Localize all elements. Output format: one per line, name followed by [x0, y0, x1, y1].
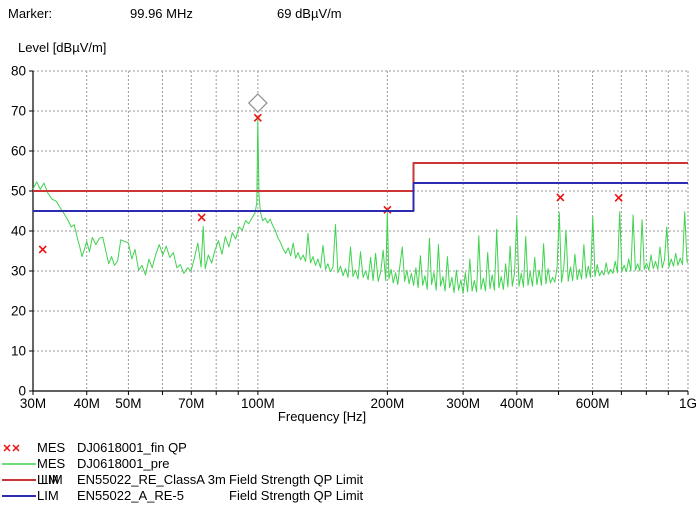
x-tick-label: 300M: [446, 396, 480, 411]
chart-canvas: 0 10 20 30 40 50 60 70 80 30M 40M 50M 70M 100M 200M 300…: [11, 64, 697, 412]
marker-frequency-value: 99.96 MHz: [130, 6, 193, 21]
legend-trace-description: Field Strength QP Limit: [229, 472, 364, 487]
legend-x-glyph: [3, 444, 11, 452]
legend-line-swatch: [2, 479, 36, 481]
legend-kind-tag: LIM: [37, 472, 59, 487]
x-tick-label: 40M: [74, 396, 100, 411]
x-tick-label: 200M: [370, 396, 404, 411]
y-tick-label: 10: [11, 344, 26, 359]
x-tick-label: 50M: [115, 396, 141, 411]
x-tick-label: 400M: [500, 396, 534, 411]
x-axis-title: Frequency [Hz]: [277, 409, 367, 424]
legend-kind-tag: MES: [37, 440, 66, 455]
legend-trace-name: EN55022_RE_ClassA 3m: [77, 472, 226, 487]
fin-qp-marker-x: [38, 245, 47, 254]
legend-row: LIM LIM EN55022_RE_ClassA 3m Field Strength…: [0, 472, 430, 488]
legend-kind-tag: MES: [37, 456, 66, 471]
y-tick-label: 40: [11, 224, 26, 239]
y-tick-label: 80: [11, 64, 26, 79]
legend-row: MES DJ0618001_fin QP: [0, 440, 430, 456]
legend-kind-tag: LIM: [37, 488, 59, 503]
x-tick-label: 600M: [576, 396, 610, 411]
legend-row: LIM EN55022_A_RE-5 Field Strength QP Limit: [0, 488, 430, 504]
fin-qp-marker-x: [253, 113, 262, 122]
x-tick-label: 70M: [178, 396, 204, 411]
legend-trace-description: Field Strength QP Limit: [229, 488, 364, 503]
x-tick-label: 1G: [679, 396, 697, 411]
legend: MES DJ0618001_fin QP MES DJ0618001_pre LIM LI…: [0, 440, 450, 506]
pre-scan-trace: [32, 118, 689, 294]
fin-qp-marker-x: [614, 193, 623, 202]
y-tick-label: 30: [11, 264, 26, 279]
limit-classa-3m: [33, 162, 688, 192]
legend-line-swatch: [2, 495, 36, 497]
fin-qp-marker-x: [383, 205, 392, 214]
legend-x-markers-swatch: [3, 444, 20, 452]
y-tick-label: 70: [11, 104, 26, 119]
legend-trace-name: DJ0618001_fin QP: [77, 440, 187, 455]
y-axis-title: Level [dBµV/m]: [18, 40, 107, 55]
legend-row: MES DJ0618001_pre: [0, 456, 430, 472]
legend-trace-name: DJ0618001_pre: [77, 456, 170, 471]
legend-x-glyph: [12, 444, 20, 452]
marker-readout-label: Marker:: [8, 6, 53, 21]
y-tick-label: 0: [18, 384, 26, 399]
y-tick-label: 60: [11, 144, 26, 159]
legend-line-swatch: [2, 463, 36, 465]
y-tick-label: 20: [11, 304, 26, 319]
marker-diamond[interactable]: [247, 93, 268, 113]
legend-trace-name: EN55022_A_RE-5: [77, 488, 184, 503]
legend-kind-tag-overprint: LIM: [41, 472, 63, 487]
x-tick-label: 30M: [20, 396, 46, 411]
x-tick-label: 100M: [241, 396, 275, 411]
marker-level-value: 69 dBµV/m: [277, 6, 342, 21]
fin-qp-marker-x: [197, 213, 206, 222]
limit-a-re5: [33, 182, 688, 212]
chart-plot-area: 0 10 20 30 40 50 60 70 80 30M 40M 50M 70M 100M 200M 300…: [11, 64, 697, 412]
y-tick-label: 50: [11, 184, 26, 199]
fin-qp-marker-x: [556, 193, 565, 202]
